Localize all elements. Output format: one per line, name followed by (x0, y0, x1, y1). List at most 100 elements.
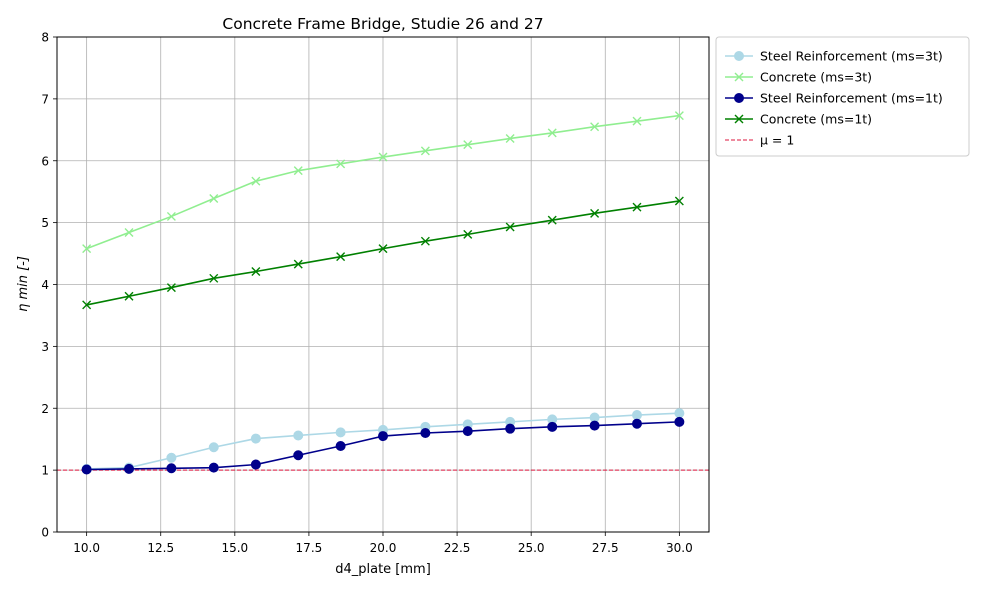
data-point (250, 433, 261, 444)
data-point (336, 159, 346, 169)
data-point (336, 252, 346, 262)
legend-label: Steel Reinforcement (ms=3t) (760, 49, 943, 64)
data-point (631, 418, 642, 429)
x-ticks: 10.0 12.5 15.0 17.5 20.0 22.5 25.0 27.5 30.0 (73, 532, 693, 555)
data-point-stroke (674, 196, 684, 206)
data-point (674, 416, 685, 427)
data-point (590, 208, 600, 218)
data-point (734, 72, 744, 82)
data-point (166, 463, 177, 474)
series (82, 196, 684, 310)
data-point-stroke (293, 166, 303, 176)
data-point (547, 215, 557, 225)
data-point (420, 428, 431, 438)
data-point (124, 291, 134, 301)
x-axis-label: d4_plate [mm] (335, 562, 431, 577)
data-point-stroke (547, 215, 557, 225)
y-tick-label: 1 (41, 464, 49, 478)
data-point-stroke (632, 116, 642, 126)
data-point (293, 259, 303, 269)
data-point (208, 442, 219, 453)
data-point-stroke (251, 267, 261, 277)
data-point-stroke (505, 222, 515, 232)
y-tick-label: 4 (41, 278, 49, 292)
data-point-stroke (420, 236, 430, 246)
data-point (505, 222, 515, 232)
x-tick-label: 17.5 (296, 541, 323, 555)
data-point (124, 228, 134, 238)
data-point (335, 427, 346, 438)
data-point-stroke (82, 300, 92, 310)
y-ticks: 0 1 2 3 4 5 6 7 8 (41, 31, 57, 540)
data-point (632, 116, 642, 126)
data-point (734, 93, 744, 103)
data-point-stroke (166, 283, 176, 293)
chart-title: Concrete Frame Bridge, Studie 26 and 27 (222, 15, 543, 33)
data-point (674, 408, 685, 419)
data-point-stroke (505, 133, 515, 143)
data-point-stroke (124, 291, 134, 301)
data-point (632, 202, 642, 212)
x-tick-label: 20.0 (370, 541, 397, 555)
legend: Steel Reinforcement (ms=3t) Concrete (ms=… (715, 36, 970, 157)
series (81, 416, 685, 475)
data-point-stroke (590, 122, 600, 132)
data-point (82, 244, 92, 254)
y-tick-label: 0 (41, 526, 49, 540)
legend-box (715, 36, 970, 157)
data-point (734, 51, 744, 61)
y-tick-label: 2 (41, 402, 49, 416)
data-point (505, 423, 516, 434)
legend-item: Concrete (ms=3t) (725, 70, 872, 85)
data-point-stroke (547, 128, 557, 138)
data-point (547, 128, 557, 138)
data-point (420, 146, 430, 156)
legend-item: Steel Reinforcement (ms=3t) (725, 49, 943, 64)
legend-label: μ = 1 (760, 133, 794, 148)
y-axis-label: η min [-] (16, 256, 31, 312)
x-tick-label: 22.5 (444, 541, 471, 555)
data-point (251, 267, 261, 277)
data-point (420, 236, 430, 246)
data-point (166, 211, 176, 221)
x-tick-label: 27.5 (592, 541, 619, 555)
data-point (378, 431, 388, 442)
data-point-stroke (378, 152, 388, 162)
x-tick-label: 10.0 (73, 541, 100, 555)
data-point (293, 450, 304, 461)
data-point-stroke (674, 111, 684, 121)
data-point-stroke (166, 211, 176, 221)
legend-item: μ = 1 (725, 133, 794, 148)
legend-item: Steel Reinforcement (ms=1t) (725, 91, 943, 106)
data-point-stroke (590, 208, 600, 218)
y-tick-label: 3 (41, 340, 49, 354)
x-tick-label: 30.0 (666, 541, 693, 555)
data-point-stroke (378, 244, 388, 254)
data-point (82, 300, 92, 310)
data-point (251, 176, 261, 186)
data-point (378, 152, 388, 162)
grid (57, 36, 709, 533)
x-tick-label: 15.0 (221, 541, 248, 555)
data-point-stroke (734, 114, 744, 124)
y-tick-label: 7 (41, 92, 49, 106)
data-point-stroke (82, 244, 92, 254)
data-point (590, 122, 600, 132)
data-point-stroke (336, 252, 346, 262)
data-point (81, 464, 92, 475)
data-point-stroke (251, 176, 261, 186)
legend-item: Concrete (ms=1t) (725, 112, 872, 127)
data-point-stroke (293, 259, 303, 269)
data-point-stroke (420, 146, 430, 156)
y-tick-label: 5 (41, 216, 49, 230)
data-point (166, 452, 177, 463)
data-point (208, 462, 219, 473)
data-point (209, 273, 219, 283)
data-point (463, 140, 473, 150)
data-point (166, 283, 176, 293)
data-point (462, 426, 473, 437)
data-point (209, 193, 219, 203)
data-point-stroke (336, 159, 346, 169)
data-point (378, 244, 388, 254)
